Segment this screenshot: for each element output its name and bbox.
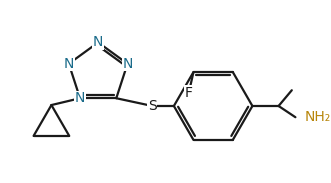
- Text: NH₂: NH₂: [305, 110, 331, 124]
- Text: F: F: [185, 86, 193, 100]
- Text: N: N: [122, 57, 133, 71]
- Text: N: N: [64, 57, 74, 71]
- Text: N: N: [75, 91, 85, 105]
- Text: N: N: [93, 36, 103, 49]
- Text: S: S: [148, 99, 157, 113]
